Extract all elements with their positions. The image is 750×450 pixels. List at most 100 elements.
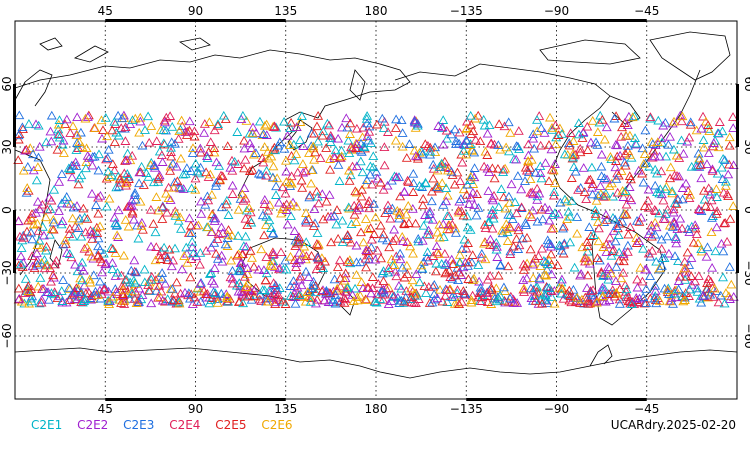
occultation-point <box>45 204 56 213</box>
occultation-point <box>281 155 291 165</box>
occultation-point <box>94 149 104 159</box>
occultation-point <box>192 297 203 306</box>
occultation-point <box>469 200 480 209</box>
occultation-point <box>663 248 674 258</box>
occultation-point <box>492 252 503 261</box>
occultation-point <box>474 276 485 286</box>
occultation-point <box>74 137 85 147</box>
occultation-point <box>650 291 661 300</box>
occultation-point <box>168 182 179 192</box>
occultation-point <box>713 297 724 307</box>
occultation-point <box>306 178 317 188</box>
occultation-point <box>221 195 232 205</box>
occultation-point <box>167 121 178 131</box>
occultation-point <box>321 287 332 297</box>
occultation-point <box>188 143 198 153</box>
occultation-point <box>370 297 381 306</box>
occultation-point <box>356 227 366 237</box>
occultation-point <box>135 112 146 122</box>
occultation-point <box>384 242 395 252</box>
occultation-point <box>654 208 665 218</box>
occultation-point <box>14 110 25 120</box>
occultation-point <box>676 135 687 145</box>
occultation-point <box>442 133 452 143</box>
occultation-point <box>41 245 51 255</box>
occultation-point <box>436 258 447 268</box>
map-frame <box>13 19 739 401</box>
occultation-point <box>162 207 172 217</box>
occultation-point <box>708 138 719 147</box>
occultation-point <box>120 122 131 132</box>
occultation-point <box>596 161 607 171</box>
occultation-point <box>157 268 168 277</box>
occultation-point <box>422 140 433 150</box>
occultation-point <box>82 112 93 121</box>
occultation-point <box>95 221 105 231</box>
occultation-point <box>462 211 473 221</box>
occultation-point <box>126 265 137 275</box>
occultation-point <box>246 143 257 152</box>
occultation-point <box>19 288 30 297</box>
occultation-point <box>546 249 557 259</box>
occultation-point <box>90 123 100 133</box>
occultation-point <box>553 209 564 219</box>
occultation-point <box>654 188 665 198</box>
occultation-point <box>291 258 302 268</box>
occultation-point <box>126 195 137 205</box>
occultation-point <box>330 289 341 299</box>
occultation-point <box>586 162 597 172</box>
occultation-point <box>350 283 361 293</box>
occultation-point <box>482 150 493 159</box>
occultation-point <box>48 224 59 234</box>
occultation-point <box>437 178 448 187</box>
occultation-point <box>282 130 293 140</box>
occultation-point <box>375 294 385 303</box>
occultation-point <box>454 258 465 268</box>
occultation-point <box>441 285 452 294</box>
occultation-point <box>665 131 675 141</box>
occultation-point <box>38 230 49 240</box>
occultation-point <box>563 206 574 216</box>
occultation-point <box>383 205 394 214</box>
occultation-point <box>67 172 78 182</box>
occultation-point <box>572 212 583 221</box>
occultation-point <box>101 154 112 164</box>
occultation-point <box>86 251 97 261</box>
occultation-point <box>546 223 557 233</box>
occultation-point <box>601 247 612 256</box>
occultation-point <box>37 199 48 209</box>
occultation-point <box>623 229 634 239</box>
occultation-point <box>661 151 671 161</box>
occultation-point <box>351 269 362 279</box>
occultation-point <box>550 139 561 149</box>
occultation-point <box>599 134 610 144</box>
occultation-point <box>545 239 556 248</box>
occultation-point <box>207 227 217 236</box>
occultation-point <box>545 112 555 122</box>
occultation-point <box>465 110 476 120</box>
occultation-point <box>151 192 162 201</box>
occultation-point <box>452 167 463 177</box>
occultation-point <box>304 148 314 157</box>
occultation-point <box>379 160 390 170</box>
occultation-point <box>184 125 195 135</box>
occultation-point <box>308 280 319 290</box>
occultation-point <box>64 223 75 233</box>
occultation-point <box>493 270 504 280</box>
occultation-point <box>367 272 378 281</box>
occultation-point <box>391 114 402 124</box>
occultation-point <box>95 276 105 286</box>
occultation-point <box>435 284 445 294</box>
occultation-point <box>148 218 159 228</box>
occultation-point <box>578 127 589 137</box>
occultation-point <box>354 199 365 209</box>
occultation-point <box>376 286 387 296</box>
occultation-point <box>702 159 712 169</box>
occultation-point <box>634 236 645 246</box>
occultation-point <box>285 281 296 290</box>
occultation-point <box>46 136 57 146</box>
occultation-point <box>45 126 56 136</box>
occultation-point <box>46 195 57 205</box>
x-tick-label-bottom: 135 <box>274 402 297 416</box>
occultation-point <box>293 234 304 244</box>
